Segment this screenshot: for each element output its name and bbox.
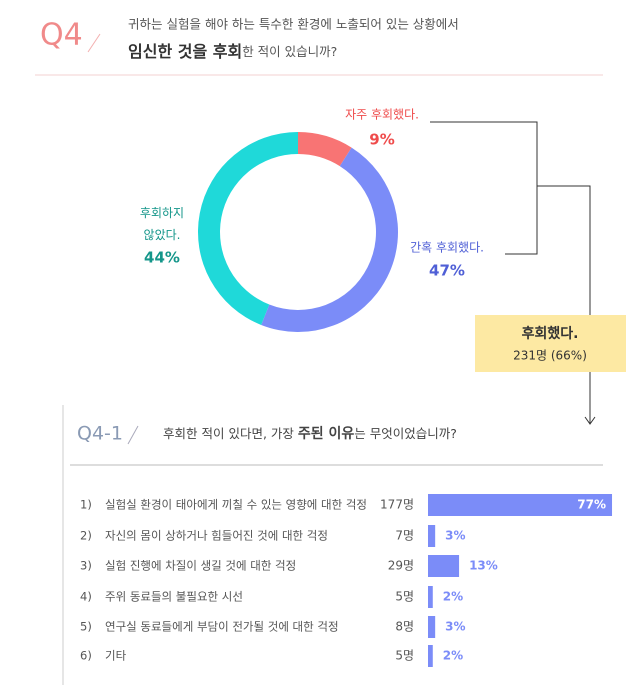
item-number: 3) [80, 559, 92, 573]
slice-label: 간혹 후회했다. [410, 241, 484, 255]
callout-detail: 231명 (66%) [513, 349, 587, 363]
subquestion-post: 는 무엇이었습니까? [354, 426, 457, 441]
bar [428, 645, 433, 667]
slice-label-line: 않았다. [144, 228, 181, 242]
item-count: 7명 [395, 529, 414, 543]
bar-chart: 1) 실험실 환경이 태아에게 끼칠 수 있는 영향에 대한 걱정 177명 77% 2… [80, 494, 613, 667]
item-label: 연구실 동료들에게 부담이 전가될 것에 대한 걱정 [105, 620, 339, 634]
item-count: 8명 [395, 620, 414, 634]
bar-value: 13% [469, 559, 498, 573]
question-line2: 임신한 것을 후회한 적이 있습니까? [128, 42, 337, 61]
item-number: 6) [80, 649, 92, 663]
donut-slice [298, 132, 352, 167]
slice-label-line: 후회하지 [140, 206, 184, 220]
callout-title: 후회했다. [522, 326, 579, 342]
subquestion-bold: 주된 이유 [298, 425, 355, 442]
item-count: 5명 [395, 590, 414, 604]
donut-slice [197, 132, 298, 325]
question-bold: 임신한 것을 후회 [128, 42, 242, 61]
item-count: 177명 [380, 498, 414, 512]
item-number: 5) [80, 620, 92, 634]
subquestion-text: 후회한 적이 있다면, 가장 주된 이유는 무엇이었습니까? [163, 425, 457, 442]
slice-value: 9% [369, 131, 394, 149]
donut-slice [261, 147, 398, 333]
bar-value: 2% [443, 590, 463, 604]
item-label: 실험실 환경이 태아에게 끼칠 수 있는 영향에 대한 걱정 [105, 498, 367, 512]
bar-value: 77% [577, 498, 606, 512]
item-label: 주위 동료들의 불필요한 시선 [105, 590, 243, 604]
item-number: 1) [80, 498, 92, 512]
bar [428, 616, 436, 638]
bar-value: 3% [445, 529, 465, 543]
question-rest: 한 적이 있습니까? [242, 44, 337, 59]
slice-label: 자주 후회했다. [345, 108, 419, 122]
subquestion-label: Q4-1 [77, 423, 123, 445]
callout-box [475, 315, 626, 372]
bar-value: 2% [443, 649, 463, 663]
bar [428, 525, 436, 547]
item-count: 29명 [388, 559, 414, 573]
slash [87, 33, 101, 53]
question-label: Q4 [40, 18, 83, 53]
item-label: 기타 [105, 649, 127, 663]
subquestion-pre: 후회한 적이 있다면, 가장 [163, 426, 298, 441]
slice-value: 44% [144, 249, 180, 267]
slice-value: 47% [429, 262, 465, 280]
bar [428, 494, 613, 516]
item-label: 실험 진행에 차질이 생길 것에 대한 걱정 [105, 559, 296, 573]
item-label: 자신의 몸이 상하거나 힘들어진 것에 대한 걱정 [105, 529, 328, 543]
bar [428, 586, 433, 608]
item-number: 4) [80, 590, 92, 604]
bar [428, 555, 460, 577]
slash [127, 425, 139, 445]
item-count: 5명 [395, 649, 414, 663]
question-line1: 귀하는 실험을 해야 하는 특수한 환경에 노출되어 있는 상황에서 [128, 17, 459, 32]
item-number: 2) [80, 529, 92, 543]
bar-value: 3% [445, 620, 465, 634]
